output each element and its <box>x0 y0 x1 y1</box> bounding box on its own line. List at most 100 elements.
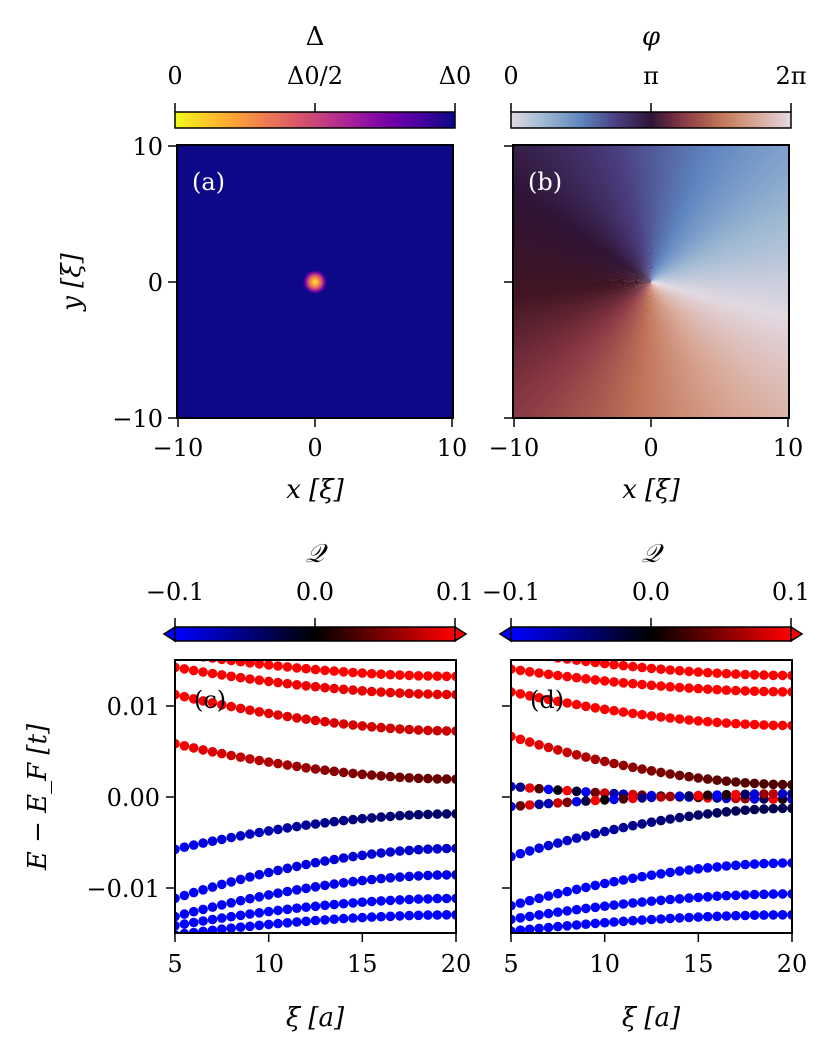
scatter-point <box>599 756 610 767</box>
scatter-point <box>413 844 424 855</box>
scatter-point <box>301 663 311 674</box>
colorbar-c-over-extend <box>454 625 468 643</box>
scatter-point <box>534 843 544 853</box>
panel-c-xticklabel-2: 15 <box>347 950 378 978</box>
scatter-point <box>777 687 788 697</box>
scatter-point <box>320 716 330 727</box>
scatter-point <box>366 849 377 859</box>
scatter-point <box>543 742 554 753</box>
scatter-point <box>395 688 405 698</box>
scatter-point <box>273 710 283 720</box>
scatter-point <box>320 900 330 911</box>
scatter-point <box>451 726 456 736</box>
scatter-point <box>712 775 722 785</box>
scatter-point <box>413 871 424 881</box>
scatter-point <box>768 779 779 790</box>
scatter-point <box>245 872 255 882</box>
scatter-point <box>543 798 554 809</box>
scatter-point <box>749 889 760 900</box>
scatter-point <box>562 785 572 796</box>
scatter-point <box>515 898 526 908</box>
scatter-point <box>749 670 760 680</box>
scatter-point <box>665 791 675 802</box>
phase-wedge <box>513 272 651 282</box>
phase-wedge <box>513 262 651 282</box>
scatter-point <box>310 901 321 912</box>
phase-wedge <box>631 282 651 418</box>
scatter-point <box>787 687 792 697</box>
phase-wedge <box>651 282 789 398</box>
scatter-point <box>385 873 396 883</box>
phase-wedge <box>513 231 651 282</box>
scatter-point <box>562 797 572 808</box>
scatter-point <box>740 805 750 815</box>
scatter-point <box>524 800 535 810</box>
scatter-point <box>404 810 415 820</box>
scatter-point <box>665 867 675 878</box>
scatter-point <box>515 913 526 923</box>
scatter-point <box>179 890 190 901</box>
scatter-point <box>777 720 788 731</box>
scatter-point <box>357 769 368 780</box>
scatter-point <box>338 667 349 677</box>
scatter-point <box>413 809 424 820</box>
scatter-point <box>357 875 368 886</box>
scatter-point <box>348 720 358 730</box>
scatter-point <box>590 795 601 806</box>
scatter-point <box>599 704 610 715</box>
panel-a-vortex-core <box>302 269 328 295</box>
scatter-point <box>516 648 526 658</box>
scatter-point <box>217 834 227 845</box>
scatter-point <box>534 740 544 750</box>
scatter-point <box>646 663 657 674</box>
scatter-point <box>656 792 666 802</box>
scatter-point <box>329 816 340 827</box>
scatter-point <box>263 757 274 767</box>
scatter-point <box>441 893 452 904</box>
scatter-point <box>609 824 619 835</box>
colorbar-b-tick-2: 2π <box>775 62 806 90</box>
scatter-point <box>226 898 236 908</box>
scatter-point <box>292 680 302 690</box>
phase-wedge <box>513 157 651 282</box>
scatter-point <box>423 773 433 784</box>
phase-wedge <box>636 282 651 418</box>
scatter-point <box>534 692 544 703</box>
scatter-point <box>787 803 792 814</box>
scatter-point <box>263 826 274 836</box>
scatter-point <box>768 803 779 814</box>
scatter-point <box>562 886 572 897</box>
scatter-point <box>404 773 415 783</box>
scatter-point <box>721 890 732 901</box>
scatter-point <box>759 910 769 920</box>
scatter-point <box>599 826 610 837</box>
scatter-point <box>320 765 330 775</box>
scatter-point <box>581 903 591 914</box>
panel-d-tag: (d) <box>530 686 564 714</box>
scatter-point <box>329 683 340 694</box>
panel-a-ylabel: y [ξ] <box>57 252 87 311</box>
scatter-point <box>310 764 321 774</box>
scatter-point <box>581 796 591 806</box>
scatter-point <box>329 666 340 676</box>
scatter-point <box>188 840 199 850</box>
scatter-point <box>787 720 792 731</box>
scatter-point <box>731 890 741 901</box>
scatter-point <box>320 682 330 693</box>
scatter-point <box>282 662 293 672</box>
panel-a-tag: (a) <box>192 168 225 196</box>
scatter-point <box>712 684 722 695</box>
scatter-point <box>693 683 704 694</box>
scatter-point <box>226 671 236 682</box>
scatter-point <box>348 814 358 825</box>
scatter-point <box>674 791 685 801</box>
scatter-point <box>628 762 638 773</box>
scatter-point <box>245 660 255 668</box>
scatter-point <box>451 689 456 700</box>
scatter-point <box>366 686 377 697</box>
scatter-point <box>175 662 180 673</box>
scatter-point <box>599 660 610 669</box>
phase-wedge <box>651 145 696 282</box>
scatter-point <box>665 894 675 905</box>
scatter-point <box>175 844 180 855</box>
